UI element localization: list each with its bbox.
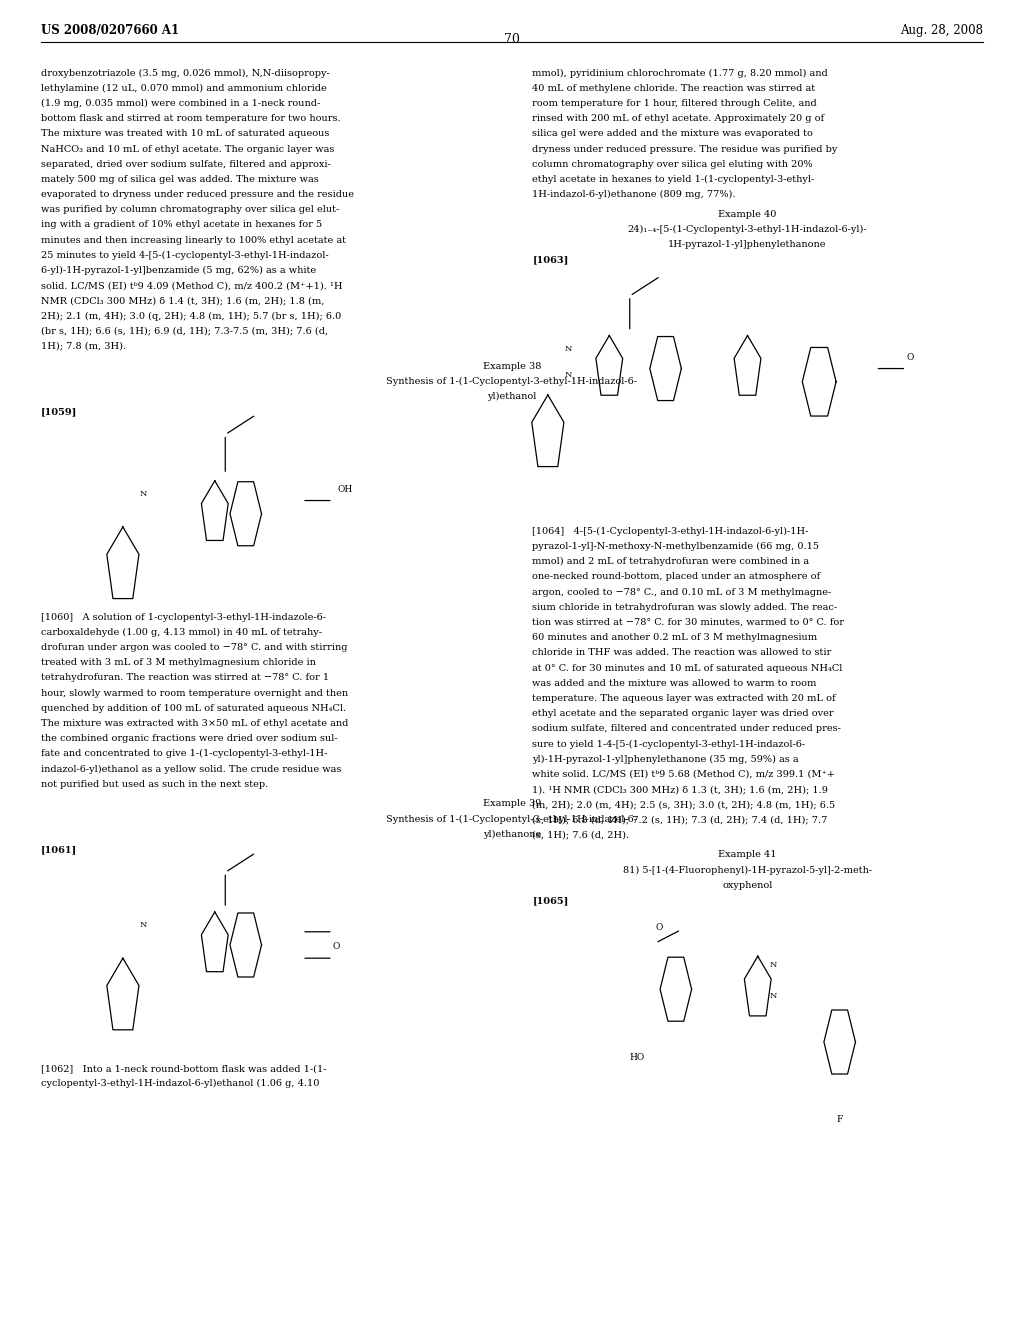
Text: O: O <box>655 923 663 932</box>
Text: Synthesis of 1-(1-Cyclopentyl-3-ethyl-1H-indazol-6-: Synthesis of 1-(1-Cyclopentyl-3-ethyl-1H… <box>386 814 638 824</box>
Text: tion was stirred at −78° C. for 30 minutes, warmed to 0° C. for: tion was stirred at −78° C. for 30 minut… <box>532 618 845 627</box>
Text: minutes and then increasing linearly to 100% ethyl acetate at: minutes and then increasing linearly to … <box>41 235 346 244</box>
Text: The mixture was treated with 10 mL of saturated aqueous: The mixture was treated with 10 mL of sa… <box>41 129 330 139</box>
Text: N: N <box>139 921 147 929</box>
Text: 25 minutes to yield 4-[5-(1-cyclopentyl-3-ethyl-1H-indazol-: 25 minutes to yield 4-[5-(1-cyclopentyl-… <box>41 251 329 260</box>
Text: oxyphenol: oxyphenol <box>722 880 773 890</box>
Text: mately 500 mg of silica gel was added. The mixture was: mately 500 mg of silica gel was added. T… <box>41 174 318 183</box>
Text: 1H-pyrazol-1-yl]phenylethanone: 1H-pyrazol-1-yl]phenylethanone <box>669 240 826 249</box>
Text: cyclopentyl-3-ethyl-1H-indazol-6-yl)ethanol (1.06 g, 4.10: cyclopentyl-3-ethyl-1H-indazol-6-yl)etha… <box>41 1078 319 1088</box>
Text: column chromatography over silica gel eluting with 20%: column chromatography over silica gel el… <box>532 160 813 169</box>
Text: yl)-1H-pyrazol-1-yl]phenylethanone (35 mg, 59%) as a: yl)-1H-pyrazol-1-yl]phenylethanone (35 m… <box>532 755 799 764</box>
Text: rinsed with 200 mL of ethyl acetate. Approximately 20 g of: rinsed with 200 mL of ethyl acetate. App… <box>532 114 824 123</box>
Text: 2H); 2.1 (m, 4H); 3.0 (q, 2H); 4.8 (m, 1H); 5.7 (br s, 1H); 6.0: 2H); 2.1 (m, 4H); 3.0 (q, 2H); 4.8 (m, 1… <box>41 312 341 321</box>
Text: O: O <box>906 352 913 362</box>
Text: Example 39: Example 39 <box>482 800 542 808</box>
Text: Example 41: Example 41 <box>718 850 777 859</box>
Text: NMR (CDCl₃ 300 MHz) δ 1.4 (t, 3H); 1.6 (m, 2H); 1.8 (m,: NMR (CDCl₃ 300 MHz) δ 1.4 (t, 3H); 1.6 (… <box>41 296 325 305</box>
Text: the combined organic fractions were dried over sodium sul-: the combined organic fractions were drie… <box>41 734 338 743</box>
Text: (m, 2H); 2.0 (m, 4H); 2.5 (s, 3H); 3.0 (t, 2H); 4.8 (m, 1H); 6.5: (m, 2H); 2.0 (m, 4H); 2.5 (s, 3H); 3.0 (… <box>532 800 836 809</box>
Text: NaHCO₃ and 10 mL of ethyl acetate. The organic layer was: NaHCO₃ and 10 mL of ethyl acetate. The o… <box>41 144 334 153</box>
Text: N: N <box>564 371 572 379</box>
Text: one-necked round-bottom, placed under an atmosphere of: one-necked round-bottom, placed under an… <box>532 573 820 582</box>
Text: evaporated to dryness under reduced pressure and the residue: evaporated to dryness under reduced pres… <box>41 190 354 199</box>
Text: 24)₁₋₄-[5-(1-Cyclopentyl-3-ethyl-1H-indazol-6-yl)-: 24)₁₋₄-[5-(1-Cyclopentyl-3-ethyl-1H-inda… <box>628 224 867 234</box>
Text: hour, slowly warmed to room temperature overnight and then: hour, slowly warmed to room temperature … <box>41 689 348 698</box>
Text: 60 minutes and another 0.2 mL of 3 M methylmagnesium: 60 minutes and another 0.2 mL of 3 M met… <box>532 634 817 643</box>
Text: was purified by column chromatography over silica gel elut-: was purified by column chromatography ov… <box>41 205 339 214</box>
Text: [1063]: [1063] <box>532 255 569 264</box>
Text: not purified but used as such in the next step.: not purified but used as such in the nex… <box>41 780 268 789</box>
Text: (s, 1H); 6.8 (d, 1H); 7.2 (s, 1H); 7.3 (d, 2H); 7.4 (d, 1H); 7.7: (s, 1H); 6.8 (d, 1H); 7.2 (s, 1H); 7.3 (… <box>532 816 827 825</box>
Text: yl)ethanone: yl)ethanone <box>483 830 541 840</box>
Text: OH: OH <box>338 484 353 494</box>
Text: Example 40: Example 40 <box>718 210 777 219</box>
Text: carboxaldehyde (1.00 g, 4.13 mmol) in 40 mL of tetrahy-: carboxaldehyde (1.00 g, 4.13 mmol) in 40… <box>41 628 322 638</box>
Text: dryness under reduced pressure. The residue was purified by: dryness under reduced pressure. The resi… <box>532 144 838 153</box>
Text: pyrazol-1-yl]-N-methoxy-N-methylbenzamide (66 mg, 0.15: pyrazol-1-yl]-N-methoxy-N-methylbenzamid… <box>532 543 819 552</box>
Text: N: N <box>139 490 147 498</box>
Text: [1061]: [1061] <box>41 845 77 854</box>
Text: fate and concentrated to give 1-(1-cyclopentyl-3-ethyl-1H-: fate and concentrated to give 1-(1-cyclo… <box>41 750 328 759</box>
Text: Aug. 28, 2008: Aug. 28, 2008 <box>900 24 983 37</box>
Text: (br s, 1H); 6.6 (s, 1H); 6.9 (d, 1H); 7.3-7.5 (m, 3H); 7.6 (d,: (br s, 1H); 6.6 (s, 1H); 6.9 (d, 1H); 7.… <box>41 326 328 335</box>
Text: lethylamine (12 uL, 0.070 mmol) and ammonium chloride: lethylamine (12 uL, 0.070 mmol) and ammo… <box>41 84 327 92</box>
Text: solid. LC/MS (EI) tᵇ9 4.09 (Method C), m/z 400.2 (M⁺+1). ¹H: solid. LC/MS (EI) tᵇ9 4.09 (Method C), m… <box>41 281 342 290</box>
Text: [1062]   Into a 1-neck round-bottom flask was added 1-(1-: [1062] Into a 1-neck round-bottom flask … <box>41 1064 327 1073</box>
Text: separated, dried over sodium sulfate, filtered and approxi-: separated, dried over sodium sulfate, fi… <box>41 160 331 169</box>
Text: drofuran under argon was cooled to −78° C. and with stirring: drofuran under argon was cooled to −78° … <box>41 643 347 652</box>
Text: tetrahydrofuran. The reaction was stirred at −78° C. for 1: tetrahydrofuran. The reaction was stirre… <box>41 673 329 682</box>
Text: white solid. LC/MS (EI) tᵇ9 5.68 (Method C), m/z 399.1 (M⁺+: white solid. LC/MS (EI) tᵇ9 5.68 (Method… <box>532 770 836 779</box>
Text: O: O <box>333 942 340 952</box>
Text: Synthesis of 1-(1-Cyclopentyl-3-ethyl-1H-indazol-6-: Synthesis of 1-(1-Cyclopentyl-3-ethyl-1H… <box>386 376 638 385</box>
Text: temperature. The aqueous layer was extracted with 20 mL of: temperature. The aqueous layer was extra… <box>532 694 837 704</box>
Text: mmol), pyridinium chlorochromate (1.77 g, 8.20 mmol) and: mmol), pyridinium chlorochromate (1.77 g… <box>532 69 828 78</box>
Text: US 2008/0207660 A1: US 2008/0207660 A1 <box>41 24 179 37</box>
Text: ethyl acetate in hexanes to yield 1-(1-cyclopentyl-3-ethyl-: ethyl acetate in hexanes to yield 1-(1-c… <box>532 174 815 183</box>
Text: yl)ethanol: yl)ethanol <box>487 392 537 401</box>
Text: F: F <box>837 1114 843 1123</box>
Text: N: N <box>769 991 777 999</box>
Text: [1064]   4-[5-(1-Cyclopentyl-3-ethyl-1H-indazol-6-yl)-1H-: [1064] 4-[5-(1-Cyclopentyl-3-ethyl-1H-in… <box>532 527 809 536</box>
Text: sium chloride in tetrahydrofuran was slowly added. The reac-: sium chloride in tetrahydrofuran was slo… <box>532 603 838 612</box>
Text: HO: HO <box>630 1052 645 1061</box>
Text: sure to yield 1-4-[5-(1-cyclopentyl-3-ethyl-1H-indazol-6-: sure to yield 1-4-[5-(1-cyclopentyl-3-et… <box>532 739 806 748</box>
Text: N: N <box>769 961 777 969</box>
Text: Example 38: Example 38 <box>482 362 542 371</box>
Text: silica gel were added and the mixture was evaporated to: silica gel were added and the mixture wa… <box>532 129 813 139</box>
Text: 1). ¹H NMR (CDCl₃ 300 MHz) δ 1.3 (t, 3H); 1.6 (m, 2H); 1.9: 1). ¹H NMR (CDCl₃ 300 MHz) δ 1.3 (t, 3H)… <box>532 785 828 795</box>
Text: 1H-indazol-6-yl)ethanone (809 mg, 77%).: 1H-indazol-6-yl)ethanone (809 mg, 77%). <box>532 190 736 199</box>
Text: 6-yl)-1H-pyrazol-1-yl]benzamide (5 mg, 62%) as a white: 6-yl)-1H-pyrazol-1-yl]benzamide (5 mg, 6… <box>41 265 316 275</box>
Text: sodium sulfate, filtered and concentrated under reduced pres-: sodium sulfate, filtered and concentrate… <box>532 725 842 734</box>
Text: mmol) and 2 mL of tetrahydrofuran were combined in a: mmol) and 2 mL of tetrahydrofuran were c… <box>532 557 810 566</box>
Text: argon, cooled to −78° C., and 0.10 mL of 3 M methylmagne-: argon, cooled to −78° C., and 0.10 mL of… <box>532 587 831 597</box>
Text: N: N <box>564 345 572 352</box>
Text: [1059]: [1059] <box>41 407 78 416</box>
Text: [1065]: [1065] <box>532 896 569 904</box>
Text: 81) 5-[1-(4-Fluorophenyl)-1H-pyrazol-5-yl]-2-meth-: 81) 5-[1-(4-Fluorophenyl)-1H-pyrazol-5-y… <box>623 866 872 875</box>
Text: [1060]   A solution of 1-cyclopentyl-3-ethyl-1H-indazole-6-: [1060] A solution of 1-cyclopentyl-3-eth… <box>41 612 326 622</box>
Text: was added and the mixture was allowed to warm to room: was added and the mixture was allowed to… <box>532 678 817 688</box>
Text: (1.9 mg, 0.035 mmol) were combined in a 1-neck round-: (1.9 mg, 0.035 mmol) were combined in a … <box>41 99 321 108</box>
Text: room temperature for 1 hour, filtered through Celite, and: room temperature for 1 hour, filtered th… <box>532 99 817 108</box>
Text: bottom flask and stirred at room temperature for two hours.: bottom flask and stirred at room tempera… <box>41 114 341 123</box>
Text: (s, 1H); 7.6 (d, 2H).: (s, 1H); 7.6 (d, 2H). <box>532 830 630 840</box>
Text: 70: 70 <box>504 33 520 46</box>
Text: indazol-6-yl)ethanol as a yellow solid. The crude residue was: indazol-6-yl)ethanol as a yellow solid. … <box>41 764 341 774</box>
Text: droxybenzotriazole (3.5 mg, 0.026 mmol), N,N-diisopropy-: droxybenzotriazole (3.5 mg, 0.026 mmol),… <box>41 69 330 78</box>
Text: 40 mL of methylene chloride. The reaction was stirred at: 40 mL of methylene chloride. The reactio… <box>532 84 815 92</box>
Text: at 0° C. for 30 minutes and 10 mL of saturated aqueous NH₄Cl: at 0° C. for 30 minutes and 10 mL of sat… <box>532 664 843 673</box>
Text: The mixture was extracted with 3×50 mL of ethyl acetate and: The mixture was extracted with 3×50 mL o… <box>41 719 348 729</box>
Text: chloride in THF was added. The reaction was allowed to stir: chloride in THF was added. The reaction … <box>532 648 831 657</box>
Text: ing with a gradient of 10% ethyl acetate in hexanes for 5: ing with a gradient of 10% ethyl acetate… <box>41 220 323 230</box>
Text: 1H); 7.8 (m, 3H).: 1H); 7.8 (m, 3H). <box>41 342 126 351</box>
Text: quenched by addition of 100 mL of saturated aqueous NH₄Cl.: quenched by addition of 100 mL of satura… <box>41 704 346 713</box>
Text: ethyl acetate and the separated organic layer was dried over: ethyl acetate and the separated organic … <box>532 709 835 718</box>
Text: treated with 3 mL of 3 M methylmagnesium chloride in: treated with 3 mL of 3 M methylmagnesium… <box>41 659 315 668</box>
